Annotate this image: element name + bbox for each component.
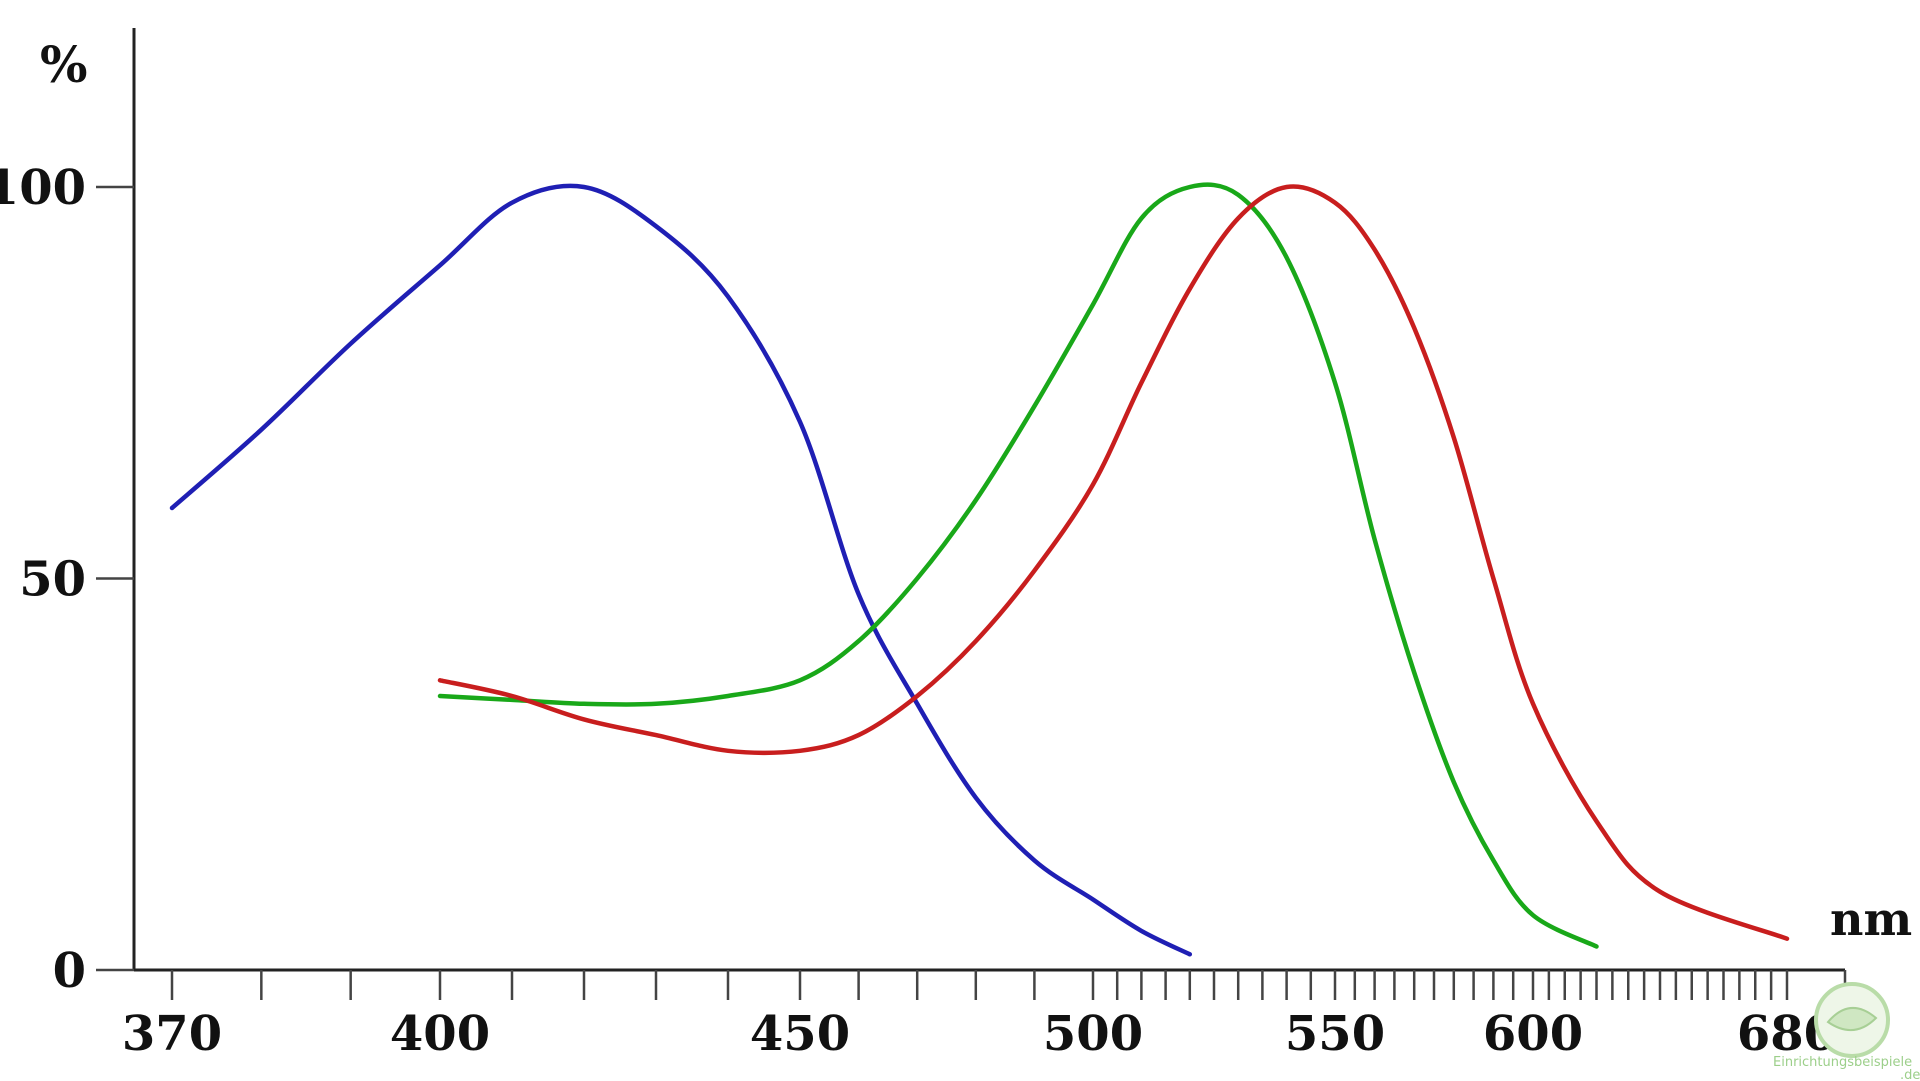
y-tick-label: 50: [19, 552, 86, 608]
x-tick-label: 550: [1285, 1006, 1385, 1062]
x-tick-label: 400: [390, 1006, 490, 1062]
y-axis: 0 50 100: [0, 28, 136, 999]
x-tick-label: 600: [1483, 1006, 1583, 1062]
x-tick-label: 370: [122, 1006, 222, 1062]
watermark-logo: Einrichtungsbeispiele .de: [1773, 982, 1920, 1081]
x-tick-label: 500: [1043, 1006, 1143, 1062]
green-cone-curve: [437, 182, 1599, 949]
watermark-suffix: .de: [1900, 1068, 1920, 1081]
series-layer: [169, 182, 1790, 957]
y-tick-label: 0: [53, 943, 86, 999]
y-tick-label: 100: [0, 160, 86, 216]
fish-body-icon: [1826, 1007, 1878, 1031]
x-tick-label: 450: [750, 1006, 850, 1062]
x-axis: 370 400 450 500 550 600 680: [122, 968, 1847, 1062]
blue-cone-curve: [169, 183, 1193, 957]
watermark-text: Einrichtungsbeispiele: [1773, 1055, 1912, 1070]
x-axis-title: nm: [1830, 892, 1912, 946]
y-axis-title: %: [40, 35, 88, 94]
red-cone-curve: [437, 184, 1790, 941]
